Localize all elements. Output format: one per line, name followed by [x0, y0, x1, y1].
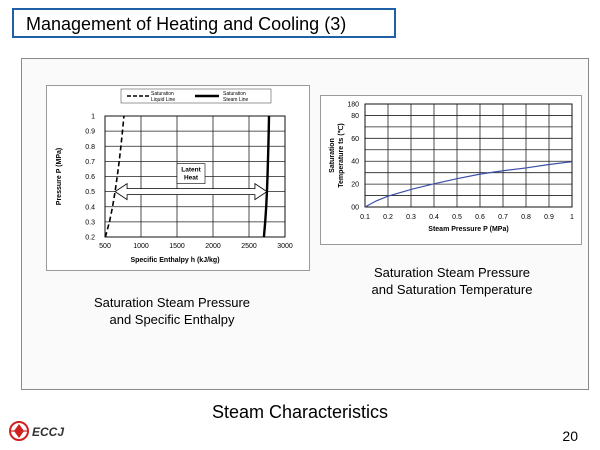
x-tick-label: 500	[99, 243, 111, 250]
x-tick-label: 0.6	[475, 214, 485, 221]
right-caption-line-2: and Saturation Temperature	[371, 282, 533, 297]
right-caption: Saturation Steam Pressure and Saturation…	[336, 264, 568, 298]
slide-title-box: Management of Heating and Cooling (3)	[12, 8, 396, 38]
left-caption-line-1: Saturation Steam Pressure	[93, 295, 251, 310]
x-tick-label: 0.5	[452, 214, 462, 221]
y-tick-label: 0.4	[85, 204, 95, 211]
x-axis-label: Steam Pressure P (MPa)	[428, 226, 508, 233]
page-number: 20	[562, 428, 578, 444]
legend-label-steam-line-2: Steam Line	[223, 97, 249, 103]
legend-label-steam-line-1: Saturation	[223, 91, 246, 97]
x-tick-label: 0.4	[429, 214, 439, 221]
plot-area-border	[104, 115, 286, 238]
slide-title: Management of Heating and Cooling (3)	[26, 14, 347, 34]
y-axis-label: Pressure P (MPa)	[56, 148, 63, 205]
x-tick-label: 1500	[169, 243, 185, 250]
y-axis-label-line-2: Temperature ts (℃)	[337, 123, 345, 188]
y-tick-label: 0.5	[85, 189, 95, 196]
x-tick-label: 0.2	[383, 214, 393, 221]
annotation-line-1: Latent	[181, 167, 201, 174]
left-caption: Saturation Steam Pressure and Specific E…	[62, 294, 282, 328]
y-tick-label: 80	[351, 113, 359, 120]
enthalpy-pressure-chart: 500 1000 1500 2000 2500 3000 0.2 0.3 0.4 0.5 0.6 0.…	[56, 88, 293, 264]
y-tick-label: 0.6	[85, 174, 95, 181]
latent-heat-arrow	[114, 182, 268, 201]
y-tick-label: 20	[351, 182, 359, 189]
y-tick-label: 0.8	[85, 144, 95, 151]
plot-area-border	[364, 103, 573, 208]
x-tick-label: 2500	[241, 243, 257, 250]
right-caption-line-1: Saturation Steam Pressure	[373, 265, 531, 280]
x-axis-label: Specific Enthalpy h (kJ/kg)	[130, 257, 219, 264]
latent-heat-arrow-shape	[114, 182, 268, 201]
annotation-line-2: Heat	[184, 175, 199, 182]
enthalpy-chart-frame: 500 1000 1500 2000 2500 3000 0.2 0.3 0.4 0.5 0.6 0.…	[46, 85, 310, 271]
saturation-temperature-curve	[364, 161, 573, 208]
x-tick-label: 0.1	[360, 214, 370, 221]
legend-label-liquid-line-2: Liquid Line	[151, 97, 175, 103]
y-tick-label: 00	[351, 205, 359, 212]
left-caption-line-2: and Specific Enthalpy	[109, 312, 235, 327]
saturation-steam-line	[262, 115, 271, 238]
x-tick-label: 3000	[277, 243, 293, 250]
x-tick-label: 0.8	[521, 214, 531, 221]
x-tick-label: 0.9	[544, 214, 554, 221]
x-tick-label: 2000	[205, 243, 221, 250]
logo-text: ECCJ	[32, 425, 64, 439]
x-tick-label: 0.7	[498, 214, 508, 221]
y-tick-label: 60	[351, 136, 359, 143]
legend-label-liquid-line-1: Saturation	[151, 91, 174, 97]
y-tick-label: 40	[351, 159, 359, 166]
eccj-logo: ECCJ	[8, 418, 78, 449]
x-tick-label: 0.3	[406, 214, 416, 221]
y-tick-label: 0.9	[85, 129, 95, 136]
slide-footer: Steam Characteristics	[211, 402, 389, 422]
saturation-liquid-line	[104, 115, 125, 238]
y-tick-label: 180	[347, 102, 359, 109]
x-tick-label: 1	[570, 214, 574, 221]
x-tick-label: 1000	[133, 243, 149, 250]
pressure-temperature-chart: 0.1 0.2 0.3 0.4 0.5 0.6 0.7 0.8 0.9 1 00 20 40 60 80 18…	[329, 102, 574, 234]
temperature-chart-frame: 0.1 0.2 0.3 0.4 0.5 0.6 0.7 0.8 0.9 1 00 20 40 60 80 18…	[320, 95, 582, 245]
y-axis-label-line-1: Saturation	[329, 138, 336, 173]
y-tick-label: 1	[91, 114, 95, 121]
y-tick-label: 0.3	[85, 219, 95, 226]
y-tick-label: 0.7	[85, 159, 95, 166]
content-panel: 500 1000 1500 2000 2500 3000 0.2 0.3 0.4 0.5 0.6 0.…	[21, 58, 589, 390]
eccj-logo-icon: ECCJ	[9, 421, 64, 441]
y-tick-label: 0.2	[85, 235, 95, 242]
annotation-box	[176, 163, 206, 184]
